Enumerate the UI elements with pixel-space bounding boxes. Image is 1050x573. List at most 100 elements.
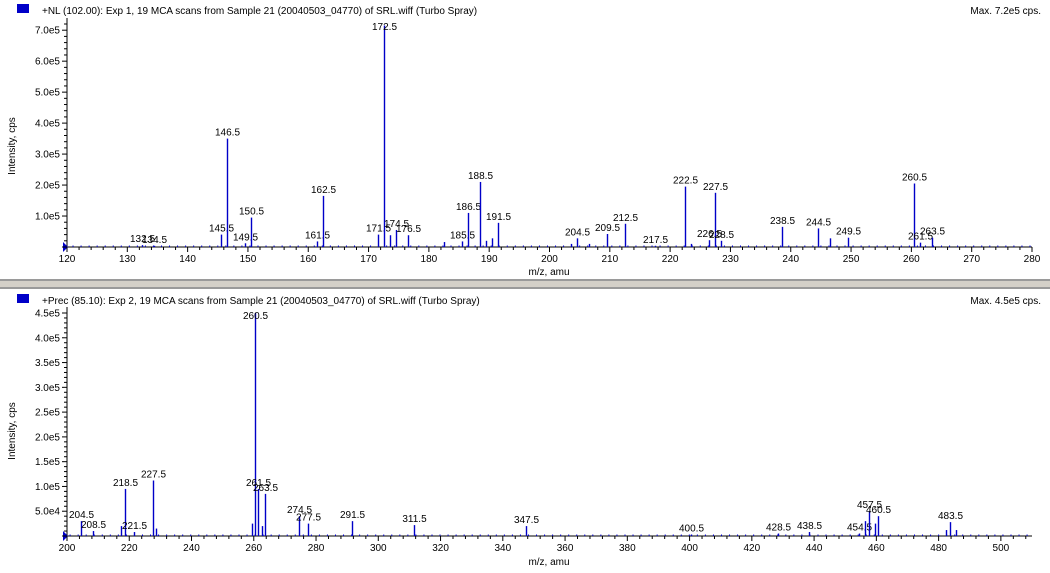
peak-label: 218.5: [113, 478, 138, 489]
x-tick-label: 210: [601, 254, 618, 265]
x-tick-label: 320: [432, 543, 449, 554]
x-tick-label: 230: [722, 254, 739, 265]
x-tick-label: 190: [481, 254, 498, 265]
peak-label: 208.5: [81, 520, 106, 531]
peak-label: 226.5: [697, 229, 722, 240]
peak-label: 212.5: [613, 213, 638, 224]
y-tick-label: 3.5e5: [35, 358, 60, 369]
x-tick-label: 260: [903, 254, 920, 265]
x-tick-label: 220: [121, 543, 138, 554]
x-tick-label: 260: [245, 543, 262, 554]
x-tick-label: 240: [183, 543, 200, 554]
peak-label: 400.5: [679, 524, 704, 535]
y-tick-label: 7.0e5: [35, 26, 60, 37]
x-axis-label: m/z, amu: [528, 267, 569, 278]
peak-label: 291.5: [340, 510, 365, 521]
y-tick-label: 2.0e5: [35, 432, 60, 443]
y-tick-label: 1.0e5: [35, 212, 60, 223]
spectrum-panel-nl: +NL (102.00): Exp 1, 19 MCA scans from S…: [0, 0, 1050, 281]
peak-label: 176.5: [396, 224, 421, 235]
y-axis-label: Intensity, cps: [7, 117, 18, 175]
peak-label: 260.5: [243, 311, 268, 322]
peak-label: 174.5: [384, 219, 409, 230]
x-tick-label: 380: [619, 543, 636, 554]
peak-label: 454.5: [847, 523, 872, 534]
legend-swatch: [17, 294, 29, 303]
x-tick-label: 400: [681, 543, 698, 554]
peak-label: 162.5: [311, 185, 336, 196]
peak-label: 217.5: [643, 235, 668, 246]
peak-label: 260.5: [902, 173, 927, 184]
peak-label: 209.5: [595, 223, 620, 234]
peak-label: 149.5: [233, 232, 258, 243]
x-tick-label: 130: [119, 254, 136, 265]
peak-label: 428.5: [766, 523, 791, 534]
x-tick-label: 480: [930, 543, 947, 554]
peak-label: 132.5: [130, 234, 155, 245]
peak-label: 238.5: [770, 216, 795, 227]
y-tick-label: 1.0e5: [35, 482, 60, 493]
peak-label: 228.5: [709, 230, 734, 241]
peak-label: 146.5: [215, 128, 240, 139]
x-tick-label: 420: [743, 543, 760, 554]
peak-label: 227.5: [703, 182, 728, 193]
x-tick-label: 440: [806, 543, 823, 554]
peak-label: 457.5: [857, 500, 882, 511]
x-tick-label: 120: [59, 254, 76, 265]
x-tick-label: 200: [59, 543, 76, 554]
x-tick-label: 170: [360, 254, 377, 265]
x-tick-label: 270: [963, 254, 980, 265]
y-tick-label: 2.0e5: [35, 181, 60, 192]
peak-label: 186.5: [456, 202, 481, 213]
peak-label: 145.5: [209, 224, 234, 235]
y-tick-label: 4.5e5: [35, 309, 60, 320]
peak-label: 483.5: [938, 511, 963, 522]
peak-label: 150.5: [239, 207, 264, 218]
peak-label: 191.5: [486, 212, 511, 223]
y-tick-label: 3.0e5: [35, 150, 60, 161]
x-tick-label: 280: [308, 543, 325, 554]
peak-label: 263.5: [253, 483, 278, 494]
spectrum-chart-prec: +Prec (85.10): Exp 2, 19 MCA scans from …: [7, 294, 1041, 568]
y-tick-label: 1.5e5: [35, 457, 60, 468]
peak-label: 274.5: [287, 505, 312, 516]
x-tick-label: 220: [662, 254, 679, 265]
peak-label: 244.5: [806, 217, 831, 228]
x-tick-label: 460: [868, 543, 885, 554]
peak-label: 221.5: [122, 521, 147, 532]
peak-label: 263.5: [920, 227, 945, 238]
y-tick-label: 2.5e5: [35, 408, 60, 419]
x-axis-label: m/z, amu: [528, 557, 569, 568]
legend-swatch: [17, 4, 29, 13]
peak-label: 249.5: [836, 227, 861, 238]
x-tick-label: 240: [782, 254, 799, 265]
peak-label: 185.5: [450, 230, 475, 241]
spectrum-title: +NL (102.00): Exp 1, 19 MCA scans from S…: [42, 6, 477, 17]
x-tick-label: 340: [494, 543, 511, 554]
peak-label: 172.5: [372, 22, 397, 33]
peak-label: 277.5: [296, 513, 321, 524]
y-tick-label: 4.0e5: [35, 119, 60, 130]
y-tick-label: 5.0e5: [35, 88, 60, 99]
y-tick-label: 5.0e4: [35, 507, 60, 518]
peak-label: 204.5: [69, 510, 94, 521]
x-tick-label: 300: [370, 543, 387, 554]
peak-label: 311.5: [402, 514, 427, 525]
x-tick-label: 200: [541, 254, 558, 265]
x-tick-label: 150: [240, 254, 257, 265]
peak-label: 227.5: [141, 469, 166, 480]
max-intensity-label: Max. 4.5e5 cps.: [970, 296, 1041, 307]
x-tick-label: 500: [993, 543, 1010, 554]
peak-label: 347.5: [514, 515, 539, 526]
x-tick-label: 250: [843, 254, 860, 265]
y-tick-label: 6.0e5: [35, 57, 60, 68]
x-tick-label: 360: [557, 543, 574, 554]
peak-label: 161.5: [305, 230, 330, 241]
y-axis-label: Intensity, cps: [7, 402, 18, 460]
max-intensity-label: Max. 7.2e5 cps.: [970, 6, 1041, 17]
spectrum-chart-nl: +NL (102.00): Exp 1, 19 MCA scans from S…: [7, 4, 1041, 278]
y-tick-label: 4.0e5: [35, 333, 60, 344]
peak-label: 222.5: [673, 176, 698, 187]
peak-label: 204.5: [565, 227, 590, 238]
peak-label: 261.5: [246, 478, 271, 489]
